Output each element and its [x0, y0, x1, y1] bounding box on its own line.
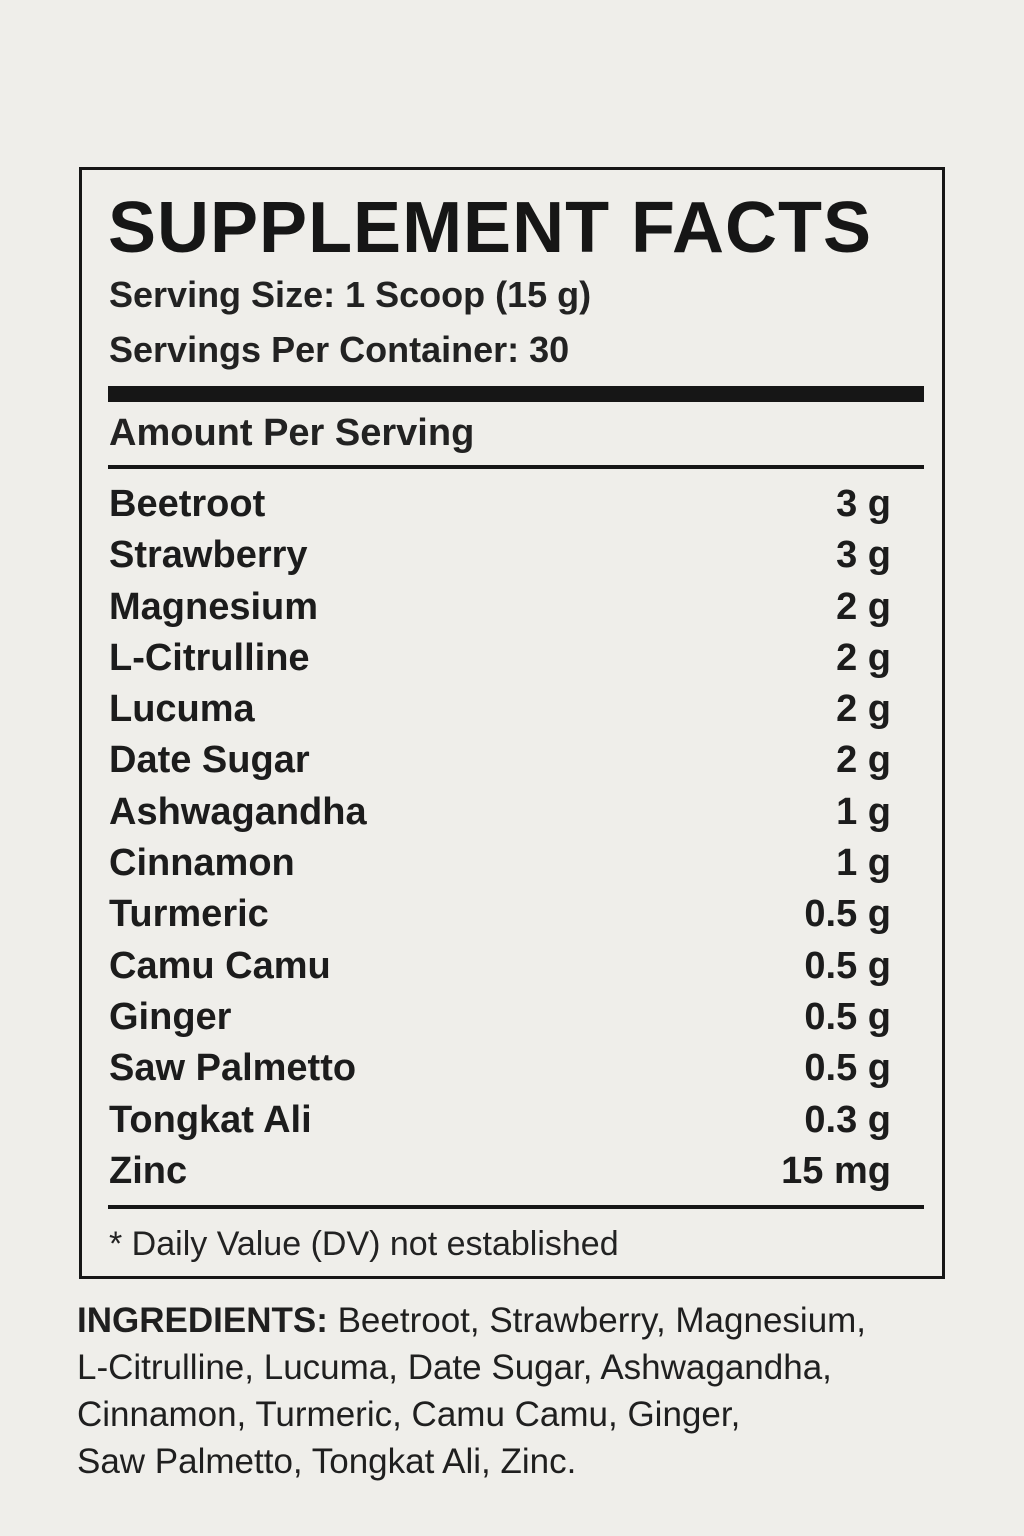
nutrient-amount: 3 g — [836, 534, 891, 577]
nutrient-row: Beetroot 3 g — [109, 479, 891, 530]
nutrient-name: Tongkat Ali — [109, 1098, 312, 1141]
nutrient-amount: 2 g — [836, 688, 891, 731]
servings-per-container: Servings Per Container: 30 — [109, 329, 570, 370]
nutrient-name: Camu Camu — [109, 944, 331, 987]
nutrient-row: Ashwagandha 1 g — [109, 787, 891, 838]
nutrient-row: Date Sugar 2 g — [109, 735, 891, 786]
nutrient-row: Lucuma 2 g — [109, 684, 891, 735]
nutrient-row: L-Citrulline 2 g — [109, 633, 891, 684]
divider-bottom — [108, 1205, 924, 1209]
nutrient-amount: 1 g — [836, 842, 891, 885]
ingredients-line: L-Citrulline, Lucuma, Date Sugar, Ashwag… — [77, 1348, 832, 1387]
nutrient-name: Date Sugar — [109, 739, 310, 782]
nutrient-name: Saw Palmetto — [109, 1047, 357, 1090]
supplement-facts-panel: SUPPLEMENT FACTS Serving Size: 1 Scoop (… — [79, 167, 945, 1279]
ingredients-label: INGREDIENTS: — [77, 1301, 328, 1340]
nutrient-name: Magnesium — [109, 585, 319, 628]
nutrient-row: Tongkat Ali 0.3 g — [109, 1095, 891, 1146]
nutrient-name: Ginger — [109, 995, 232, 1038]
nutrient-row: Zinc 15 mg — [109, 1146, 891, 1197]
nutrient-name: Beetroot — [109, 483, 266, 525]
nutrient-row: Turmeric 0.5 g — [109, 889, 891, 940]
nutrient-amount: 0.3 g — [804, 1098, 891, 1141]
nutrient-amount: 2 g — [836, 636, 891, 679]
nutrient-name: Lucuma — [109, 688, 255, 731]
amount-per-serving-label: Amount Per Serving — [109, 412, 475, 454]
nutrient-row: Saw Palmetto 0.5 g — [109, 1043, 891, 1094]
nutrient-name: Zinc — [109, 1149, 188, 1192]
nutrient-amount: 1 g — [836, 790, 891, 833]
nutrient-amount: 15 mg — [781, 1149, 891, 1192]
nutrient-name: L-Citrulline — [109, 636, 310, 679]
nutrient-amount: 0.5 g — [804, 995, 891, 1038]
divider-top — [108, 465, 924, 469]
ingredients-line: INGREDIENTS: Beetroot, Strawberry, Magne… — [77, 1297, 977, 1344]
nutrient-name: Ashwagandha — [109, 790, 367, 833]
daily-value-footnote: * Daily Value (DV) not established — [109, 1225, 619, 1263]
nutrient-amount: 0.5 g — [804, 893, 891, 936]
panel-title: SUPPLEMENT FACTS — [108, 188, 873, 268]
nutrient-amount: 0.5 g — [804, 1047, 891, 1090]
nutrient-amount: 2 g — [836, 585, 891, 628]
nutrient-row: Ginger 0.5 g — [109, 992, 891, 1043]
nutrient-amount: 0.5 g — [804, 944, 891, 987]
nutrient-amount: 3 g — [836, 483, 891, 525]
nutrient-row: Strawberry 3 g — [109, 530, 891, 581]
serving-size: Serving Size: 1 Scoop (15 g) — [109, 274, 592, 315]
nutrient-name: Cinnamon — [109, 842, 295, 885]
ingredients-line: Saw Palmetto, Tongkat Ali, Zinc. — [77, 1442, 577, 1481]
nutrient-name: Strawberry — [109, 534, 308, 577]
nutrient-amount: 2 g — [836, 739, 891, 782]
thick-divider — [108, 386, 924, 402]
nutrient-row: Camu Camu 0.5 g — [109, 941, 891, 992]
nutrient-row: Magnesium 2 g — [109, 582, 891, 633]
nutrient-row: Cinnamon 1 g — [109, 838, 891, 889]
ingredients-statement: INGREDIENTS: Beetroot, Strawberry, Magne… — [77, 1297, 977, 1485]
ingredients-line: Cinnamon, Turmeric, Camu Camu, Ginger, — [77, 1395, 741, 1434]
nutrient-name: Turmeric — [109, 893, 269, 936]
nutrient-list: Beetroot 3 g Strawberry 3 g Magnesium 2 … — [109, 479, 891, 1197]
ingredients-text: Beetroot, Strawberry, Magnesium, — [327, 1301, 867, 1340]
